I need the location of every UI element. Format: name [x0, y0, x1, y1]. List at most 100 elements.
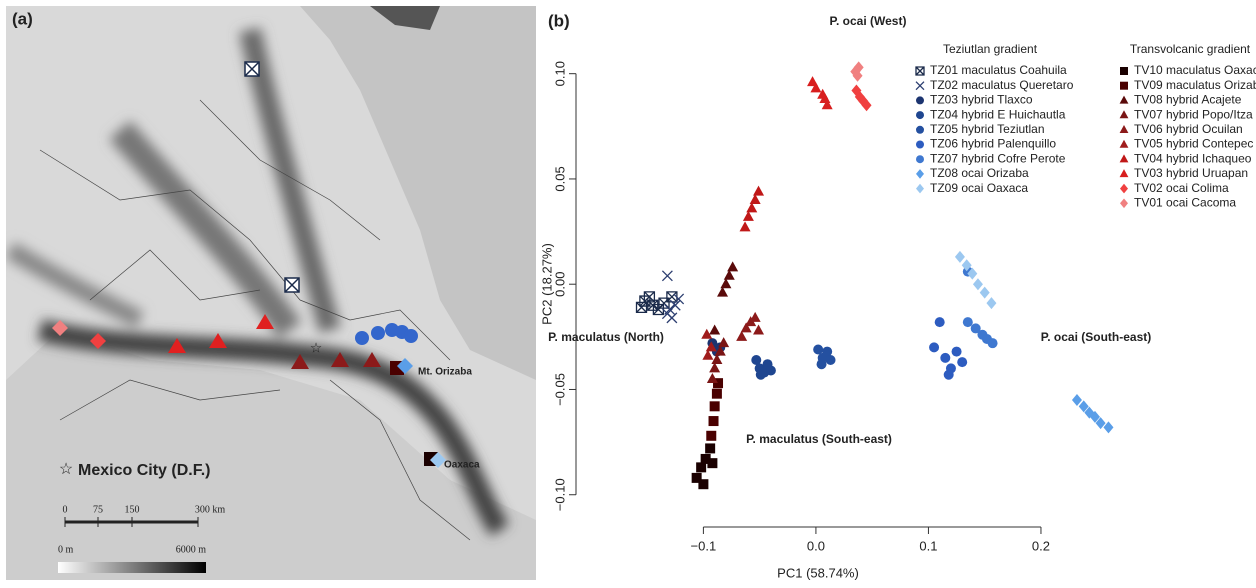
y-tick-label: 0.05 — [552, 166, 567, 191]
legend-marker — [916, 67, 924, 75]
panel-label: (a) — [12, 9, 33, 28]
map-legend: Mexico City (D.F.) — [78, 462, 210, 479]
point — [709, 325, 720, 335]
scale-label: 0 — [63, 504, 68, 515]
legend-marker — [1120, 140, 1129, 148]
point — [963, 317, 973, 327]
point — [709, 416, 719, 426]
point — [706, 431, 716, 441]
point — [710, 401, 720, 411]
legend-label: TV03 hybrid Uruapan — [1134, 166, 1248, 180]
legend-marker — [916, 184, 924, 194]
x-tick-label: −0.1 — [691, 538, 717, 553]
point — [946, 363, 956, 373]
legend-marker — [916, 82, 924, 90]
legend-label: TV05 hybrid Contepec — [1134, 137, 1253, 151]
elevation-label: 0 m — [58, 544, 74, 555]
point — [750, 312, 761, 322]
legend-label: TZ07 hybrid Cofre Perote — [930, 151, 1066, 165]
point — [988, 338, 998, 348]
legend-label: TV10 maculatus Oaxaca — [1134, 63, 1256, 77]
legend-label: TZ02 maculatus Queretaro — [930, 78, 1074, 92]
legend-marker — [1120, 67, 1128, 75]
legend-label: TV01 ocai Cacoma — [1134, 195, 1236, 209]
point — [698, 479, 708, 489]
legend-marker — [1120, 125, 1129, 133]
legend-marker — [916, 126, 924, 134]
annotation: P. maculatus (South-east) — [746, 432, 892, 446]
x-tick-label: 0.2 — [1032, 538, 1050, 553]
point — [707, 373, 718, 383]
legend-label: TV06 hybrid Ocuilan — [1134, 122, 1243, 136]
legend-title: Teziutlan gradient — [943, 42, 1038, 56]
legend-marker — [1120, 96, 1129, 104]
point — [718, 337, 729, 347]
legend-marker — [916, 141, 924, 149]
point — [935, 317, 945, 327]
point — [955, 251, 965, 263]
x-tick-label: 0.1 — [919, 538, 937, 553]
point — [712, 389, 722, 399]
legend-label: TV04 hybrid Ichaqueo — [1134, 151, 1252, 165]
point — [766, 366, 776, 376]
legend-label: TZ06 hybrid Palenquillo — [930, 137, 1056, 151]
legend-marker — [1120, 110, 1129, 118]
point — [929, 342, 939, 352]
legend-title: Transvolcanic gradient — [1130, 42, 1251, 56]
legend-marker — [916, 169, 924, 179]
scale-label: 300 km — [195, 504, 226, 515]
x-axis-title: PC1 (58.74%) — [777, 565, 859, 580]
legend-marker — [1120, 169, 1129, 177]
y-tick-label: 0.00 — [552, 272, 567, 297]
legend-marker — [1120, 184, 1128, 194]
annotation: P. maculatus (North) — [548, 330, 664, 344]
figure: ☆ ☆ (a) Mexico City (D.F.) Mt. Orizaba O… — [0, 0, 1256, 583]
svg-text:☆: ☆ — [310, 340, 323, 356]
legend-label: TZ04 hybrid E Huichautla — [930, 107, 1066, 121]
point — [826, 355, 836, 365]
legend-label: TV07 hybrid Popo/Itza — [1134, 107, 1253, 121]
legend-marker — [916, 155, 924, 163]
annotation: P. ocai (South-east) — [1041, 330, 1151, 344]
svg-text:☆: ☆ — [59, 461, 73, 478]
scale-label: 150 — [125, 504, 140, 515]
point — [662, 271, 672, 281]
scale-label: 75 — [93, 504, 103, 515]
legend-label: TV02 ocai Colima — [1134, 181, 1229, 195]
legend-label: TZ09 ocai Oaxaca — [930, 181, 1028, 195]
y-tick-label: 0.10 — [552, 61, 567, 86]
point — [986, 297, 996, 309]
point — [667, 313, 677, 323]
y-tick-label: −0.05 — [552, 373, 567, 406]
legend-marker — [916, 96, 924, 104]
point — [740, 221, 751, 231]
point — [707, 458, 717, 468]
legend-label: TZ01 maculatus Coahuila — [930, 63, 1067, 77]
panel-label: (b) — [548, 11, 570, 30]
point — [980, 287, 990, 299]
legend-label: TZ03 hybrid Tlaxco — [930, 93, 1033, 107]
x-tick-label: 0.0 — [807, 538, 825, 553]
point — [973, 278, 983, 290]
legend-marker — [1120, 82, 1128, 90]
legend-label: TZ08 ocai Orizaba — [930, 166, 1029, 180]
point — [667, 292, 677, 302]
legend-marker — [916, 111, 924, 119]
point — [940, 353, 950, 363]
y-tick-label: −0.10 — [552, 478, 567, 511]
legend-label: TV08 hybrid Acajete — [1134, 93, 1242, 107]
legend-marker — [1120, 154, 1129, 162]
legend-marker — [1120, 199, 1128, 209]
page: ☆ ☆ (a) Mexico City (D.F.) Mt. Orizaba O… — [0, 0, 1256, 588]
annotation: P. ocai (West) — [830, 14, 907, 28]
point — [1072, 394, 1082, 406]
legend-label: TV09 maculatus Orizaba — [1134, 78, 1256, 92]
map — [6, 6, 536, 580]
legend-label: TZ05 hybrid Teziutlan — [930, 122, 1045, 136]
point — [727, 261, 738, 271]
point — [753, 186, 764, 196]
point — [705, 443, 715, 453]
point — [813, 344, 823, 354]
point — [952, 347, 962, 357]
elevation-label: 6000 m — [176, 544, 207, 555]
